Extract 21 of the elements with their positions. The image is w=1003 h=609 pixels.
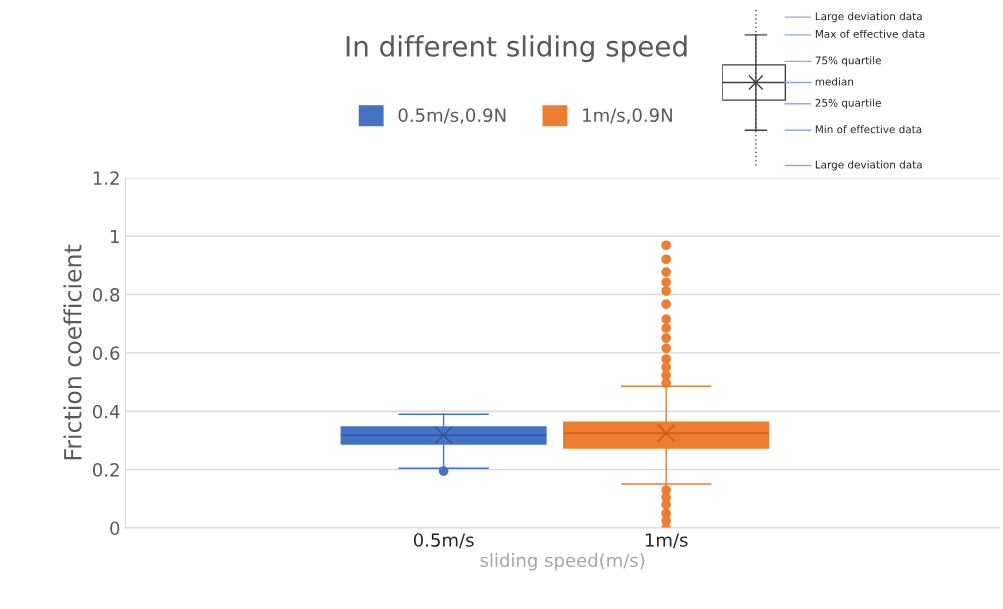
y-tick-label: 0.2 — [92, 463, 119, 477]
y-tick-label: 0 — [110, 521, 120, 536]
text: Min of effective data — [815, 125, 922, 134]
text: median — [815, 77, 853, 86]
legend-label: 1m/s,0.9N — [583, 108, 672, 124]
x-tick-label: 1m/s — [645, 533, 688, 549]
text: Large deviation data — [815, 12, 922, 23]
x-axis-title: sliding speed(m/s) — [480, 553, 645, 571]
text: Max of effective data — [815, 29, 925, 38]
legend-label: 0.5m/s,0.9N — [398, 108, 506, 124]
y-tick-label: 1.2 — [93, 171, 119, 185]
y-axis-title: Friction coefficient — [63, 244, 82, 460]
text: Large deviation data — [815, 160, 922, 171]
x-tick-label: 0.5m/s — [413, 533, 474, 549]
chart-title: In different sliding speed — [346, 35, 687, 63]
text: 25% quartile — [815, 98, 881, 109]
y-tick-label: 0.8 — [92, 288, 120, 302]
y-tick-label: 1 — [111, 229, 119, 244]
text: 75% quartile — [815, 56, 881, 67]
y-tick-label: 0.4 — [92, 404, 120, 419]
y-tick-label: 0.6 — [92, 346, 120, 361]
